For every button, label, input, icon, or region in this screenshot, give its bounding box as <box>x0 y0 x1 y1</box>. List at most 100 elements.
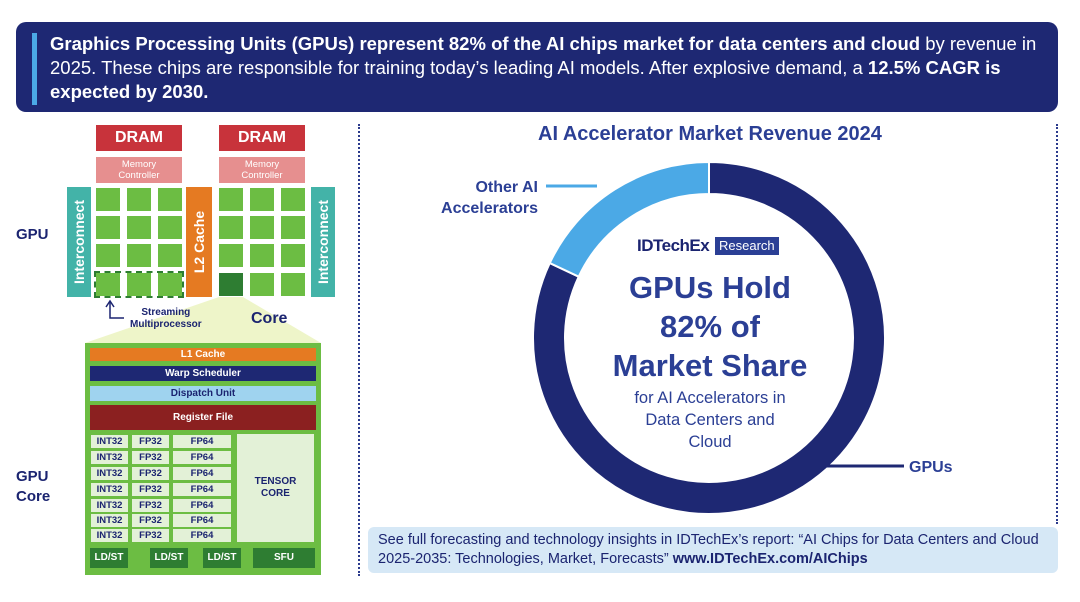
sm-cell <box>250 273 274 296</box>
report-footer: See full forecasting and technology insi… <box>368 527 1058 573</box>
memory-controller-right: Memory Controller <box>219 157 305 183</box>
sm-cell <box>158 188 182 211</box>
fp32-unit: FP32 <box>132 529 169 542</box>
fp32-unit: FP32 <box>132 514 169 527</box>
fp32-unit: FP32 <box>132 467 169 480</box>
sm-cell <box>219 244 243 267</box>
memory-controller-right-line2: Controller <box>241 170 283 181</box>
banner-accent-bar <box>32 33 37 105</box>
core-label: Core <box>251 310 288 327</box>
center-heading: GPUs Hold 82% of Market Share <box>590 268 830 385</box>
core-cell-highlighted <box>219 273 243 296</box>
fp64-unit: FP64 <box>173 529 231 542</box>
ldst-unit: LD/ST <box>90 548 128 568</box>
fp32-unit: FP32 <box>132 435 169 448</box>
gpu-core-label-line2: Core <box>16 488 51 505</box>
interconnect-left: Interconnect <box>67 187 91 297</box>
center-heading-line3: Market Share <box>612 348 808 383</box>
l1-cache-bar: L1 Cache <box>90 348 316 361</box>
dram-left: DRAM <box>96 125 182 151</box>
sm-cell <box>219 188 243 211</box>
interconnect-right: Interconnect <box>311 187 335 297</box>
slice-label-other-line2: Accelerators <box>441 200 538 217</box>
footer-text: See full forecasting and technology insi… <box>378 532 1039 567</box>
tensor-core-line2: CORE <box>261 488 290 499</box>
int32-unit: INT32 <box>91 529 128 542</box>
sm-cell <box>158 244 182 267</box>
int32-unit: INT32 <box>91 514 128 527</box>
int32-unit: INT32 <box>91 467 128 480</box>
fp32-unit: FP32 <box>132 483 169 496</box>
sm-cell-highlighted <box>127 273 151 296</box>
fp64-unit: FP64 <box>173 435 231 448</box>
report-link[interactable]: www.IDTechEx.com/AIChips <box>672 551 868 567</box>
center-sub-line2: Data Centers and <box>645 411 775 429</box>
fp64-unit: FP64 <box>173 451 231 464</box>
sm-label: Streaming Multiprocessor <box>130 307 202 331</box>
gpu-core-label: GPU Core <box>16 467 50 507</box>
slice-label-other: Other AI Accelerators <box>428 177 538 219</box>
memory-controller-left-line2: Controller <box>118 170 160 181</box>
sm-cell <box>250 216 274 239</box>
sm-cell <box>281 216 305 239</box>
banner-text: Graphics Processing Units (GPUs) represe… <box>50 32 1050 104</box>
center-heading-line2: 82% of <box>660 309 760 344</box>
sfu-unit: SFU <box>253 548 315 568</box>
sm-cell <box>96 188 120 211</box>
gpu-core-label-line1: GPU <box>16 468 49 485</box>
banner-bold-lead: Graphics Processing Units (GPUs) represe… <box>50 33 921 54</box>
fp64-unit: FP64 <box>173 499 231 512</box>
sm-cell-highlighted <box>158 273 182 296</box>
fp64-unit: FP64 <box>173 467 231 480</box>
slice-label-gpus: GPUs <box>909 459 953 476</box>
memory-controller-right-line1: Memory <box>244 159 280 170</box>
sm-cell <box>281 273 305 296</box>
l2-cache: L2 Cache <box>186 187 212 297</box>
banner-bold-tail: 12.5% CAGR is expected by 2030. <box>50 57 1001 102</box>
sm-label-line2: Multiprocessor <box>130 319 202 330</box>
sm-cell-highlighted <box>96 273 120 296</box>
pointer-arrows <box>85 297 321 343</box>
right-divider <box>1056 124 1058 524</box>
sm-cell <box>281 188 305 211</box>
headline-banner: Graphics Processing Units (GPUs) represe… <box>16 22 1058 112</box>
sm-cell <box>250 188 274 211</box>
center-sub-line1: for AI Accelerators in <box>634 389 786 407</box>
fp32-unit: FP32 <box>132 451 169 464</box>
banner-text-mid: by revenue in 2025. These chips are resp… <box>50 33 1037 78</box>
sm-cell <box>96 216 120 239</box>
int32-unit: INT32 <box>91 451 128 464</box>
streaming-multiprocessor-outline <box>94 271 184 298</box>
zoom-wedge <box>85 297 321 343</box>
left-divider <box>358 124 360 576</box>
sm-cell <box>96 244 120 267</box>
sm-pointer-line <box>109 302 124 319</box>
dram-right: DRAM <box>219 125 305 151</box>
donut-slice-gpus <box>532 160 886 515</box>
sm-cell <box>281 244 305 267</box>
center-sub-line3: Cloud <box>688 433 732 451</box>
register-file-bar: Register File <box>90 405 316 430</box>
center-subheading: for AI Accelerators in Data Centers and … <box>600 387 820 453</box>
fp32-unit: FP32 <box>132 499 169 512</box>
int32-unit: INT32 <box>91 435 128 448</box>
chart-title: AI Accelerator Market Revenue 2024 <box>538 123 882 145</box>
tensor-core-line1: TENSOR <box>254 476 297 487</box>
fp64-unit: FP64 <box>173 514 231 527</box>
ldst-unit: LD/ST <box>203 548 241 568</box>
warp-scheduler-bar: Warp Scheduler <box>90 366 316 381</box>
int32-unit: INT32 <box>91 499 128 512</box>
sm-cell <box>158 216 182 239</box>
int32-unit: INT32 <box>91 483 128 496</box>
memory-controller-left-line1: Memory <box>121 159 157 170</box>
memory-controller-left: Memory Controller <box>96 157 182 183</box>
ldst-unit: LD/ST <box>150 548 188 568</box>
fp64-unit: FP64 <box>173 483 231 496</box>
gpu-label: GPU <box>16 226 49 243</box>
donut-slice-other-ai-accelerators <box>548 160 710 279</box>
slice-label-other-line1: Other AI <box>475 179 538 196</box>
sm-cell <box>127 216 151 239</box>
center-heading-line1: GPUs Hold <box>629 270 791 305</box>
sm-label-line1: Streaming <box>141 307 191 318</box>
